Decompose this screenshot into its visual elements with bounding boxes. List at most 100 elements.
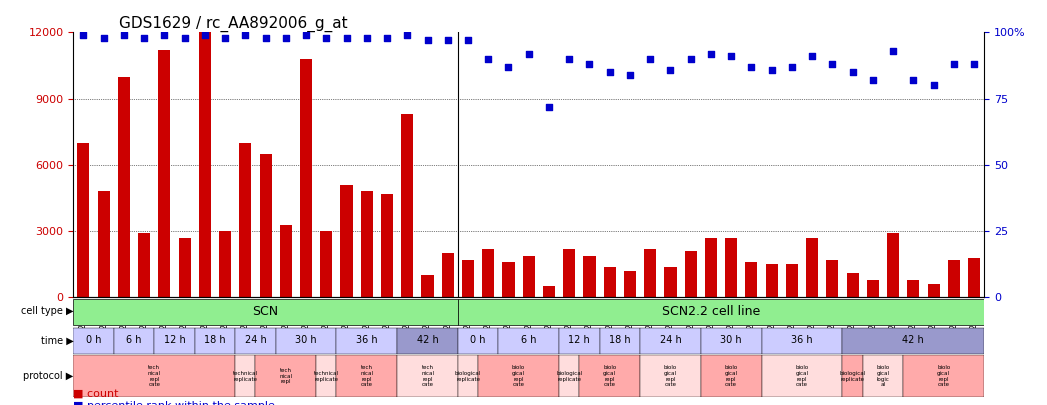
Text: 24 h: 24 h bbox=[245, 335, 266, 345]
Text: biological
replicate: biological replicate bbox=[556, 371, 582, 382]
Bar bbox=[320, 231, 332, 298]
Point bbox=[460, 37, 476, 44]
Bar bbox=[300, 59, 312, 298]
Bar bbox=[462, 260, 474, 298]
Bar bbox=[761, 328, 843, 354]
Text: 6 h: 6 h bbox=[127, 335, 141, 345]
Bar bbox=[843, 328, 984, 354]
Point bbox=[905, 77, 921, 83]
Text: 18 h: 18 h bbox=[204, 335, 226, 345]
Point bbox=[804, 53, 821, 60]
Bar bbox=[114, 328, 154, 354]
Text: biological
replicate: biological replicate bbox=[454, 371, 482, 382]
Point bbox=[379, 34, 396, 41]
Point bbox=[743, 64, 760, 70]
Bar bbox=[498, 328, 559, 354]
Bar bbox=[458, 328, 498, 354]
Bar bbox=[968, 258, 980, 298]
Point bbox=[176, 34, 193, 41]
Text: 0 h: 0 h bbox=[86, 335, 102, 345]
Bar bbox=[806, 238, 818, 298]
Point bbox=[703, 50, 719, 57]
Point bbox=[136, 34, 153, 41]
Point bbox=[662, 66, 678, 73]
Point bbox=[440, 37, 456, 44]
Bar bbox=[745, 262, 757, 298]
Bar bbox=[665, 266, 676, 298]
Point bbox=[318, 34, 335, 41]
Bar bbox=[199, 32, 210, 298]
Text: 36 h: 36 h bbox=[356, 335, 378, 345]
Point bbox=[540, 103, 557, 110]
Text: ■ count: ■ count bbox=[73, 389, 118, 399]
Bar bbox=[280, 225, 292, 298]
Bar bbox=[867, 280, 878, 298]
Bar bbox=[640, 356, 700, 397]
Bar bbox=[73, 299, 458, 325]
Bar bbox=[559, 328, 600, 354]
Bar bbox=[826, 260, 839, 298]
Bar bbox=[559, 356, 579, 397]
Bar bbox=[397, 328, 458, 354]
Point bbox=[763, 66, 780, 73]
Text: 12 h: 12 h bbox=[569, 335, 591, 345]
Text: 30 h: 30 h bbox=[720, 335, 742, 345]
Text: 0 h: 0 h bbox=[470, 335, 486, 345]
Point bbox=[217, 34, 233, 41]
Bar bbox=[478, 356, 559, 397]
Bar bbox=[397, 356, 458, 397]
Point bbox=[844, 69, 861, 75]
Bar bbox=[236, 356, 255, 397]
Text: ■ percentile rank within the sample: ■ percentile rank within the sample bbox=[73, 401, 275, 405]
Text: SCN: SCN bbox=[252, 305, 279, 318]
Text: biolo
gical
repl
cate: biolo gical repl cate bbox=[664, 365, 677, 388]
Text: biolo
gical
repl
cate: biolo gical repl cate bbox=[603, 365, 617, 388]
Point bbox=[824, 61, 841, 68]
Bar bbox=[77, 143, 89, 298]
Bar bbox=[179, 238, 191, 298]
Text: cell type ▶: cell type ▶ bbox=[21, 307, 73, 316]
Bar bbox=[503, 262, 514, 298]
Bar bbox=[726, 238, 737, 298]
Text: 24 h: 24 h bbox=[660, 335, 682, 345]
Point bbox=[237, 32, 253, 38]
Bar bbox=[340, 185, 353, 298]
Text: technical
replicate: technical replicate bbox=[232, 371, 258, 382]
Text: 18 h: 18 h bbox=[609, 335, 630, 345]
Bar bbox=[138, 233, 150, 298]
Text: 36 h: 36 h bbox=[792, 335, 812, 345]
Bar bbox=[195, 328, 236, 354]
Text: technical
replicate: technical replicate bbox=[314, 371, 339, 382]
Point bbox=[480, 55, 496, 62]
Text: biolo
gical
repl
cate: biolo gical repl cate bbox=[725, 365, 738, 388]
Bar bbox=[522, 256, 535, 298]
Bar bbox=[948, 260, 960, 298]
Text: 30 h: 30 h bbox=[295, 335, 317, 345]
Text: time ▶: time ▶ bbox=[41, 335, 73, 345]
Point bbox=[561, 55, 578, 62]
Bar bbox=[275, 328, 336, 354]
Point bbox=[75, 32, 92, 38]
Text: tech
nical
repl: tech nical repl bbox=[280, 368, 292, 384]
Bar bbox=[483, 249, 494, 298]
Point bbox=[95, 34, 112, 41]
Bar bbox=[624, 271, 636, 298]
Bar bbox=[887, 233, 899, 298]
Bar bbox=[73, 356, 236, 397]
Text: tech
nical
repl
cate: tech nical repl cate bbox=[360, 365, 374, 388]
Text: biolo
gical
logic
al: biolo gical logic al bbox=[876, 365, 890, 388]
Bar bbox=[240, 143, 251, 298]
Bar bbox=[316, 356, 336, 397]
Text: protocol ▶: protocol ▶ bbox=[23, 371, 73, 381]
Point bbox=[683, 55, 699, 62]
Bar bbox=[765, 264, 778, 298]
Point bbox=[500, 64, 517, 70]
Bar bbox=[863, 356, 904, 397]
Point bbox=[926, 82, 942, 89]
Bar bbox=[458, 299, 984, 325]
Bar bbox=[600, 328, 640, 354]
Text: SCN2.2 cell line: SCN2.2 cell line bbox=[662, 305, 760, 318]
Bar bbox=[260, 154, 271, 298]
Bar bbox=[336, 328, 397, 354]
Point bbox=[622, 72, 639, 78]
